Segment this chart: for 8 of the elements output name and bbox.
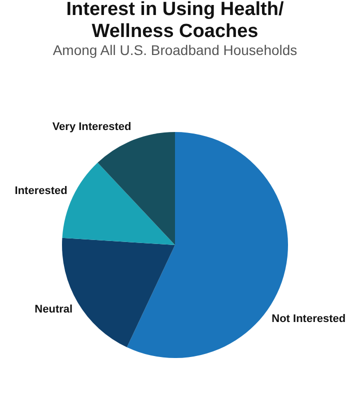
slice-label: Interested xyxy=(14,184,68,197)
pie-slice xyxy=(98,132,175,245)
chart-subtitle: Among All U.S. Broadband Households xyxy=(52,42,298,58)
pie-slice xyxy=(126,132,288,358)
slice-label: Not Interested xyxy=(272,313,346,326)
slice-label: Very Interested xyxy=(52,120,132,133)
chart-title: Interest in Using Health/Wellness Coaches xyxy=(66,0,284,42)
slice-label: Neutral xyxy=(34,304,73,316)
